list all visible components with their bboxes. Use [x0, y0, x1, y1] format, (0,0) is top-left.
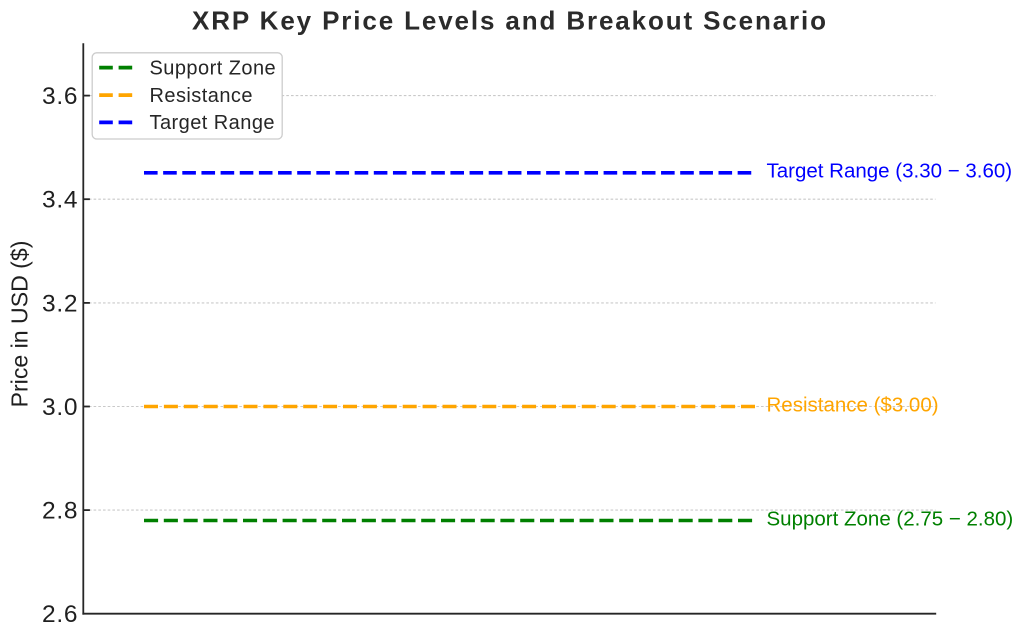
svg-text:Support Zone: Support Zone	[150, 57, 277, 79]
svg-text:Resistance: Resistance	[150, 85, 253, 107]
svg-text:XRP Key Price Levels and Break: XRP Key Price Levels and Breakout Scenar…	[192, 6, 826, 36]
svg-text:Target Range (3.30 − 3.60): Target Range (3.30 − 3.60)	[767, 160, 1013, 183]
svg-text:Resistance ($3.00): Resistance ($3.00)	[767, 393, 939, 416]
svg-text:2.6: 2.6	[42, 601, 78, 628]
svg-text:2.8: 2.8	[42, 498, 78, 525]
svg-text:3.6: 3.6	[42, 83, 78, 110]
svg-text:3.2: 3.2	[42, 290, 78, 317]
svg-text:Target Range: Target Range	[150, 112, 275, 134]
svg-text:Support Zone (2.75 − 2.80): Support Zone (2.75 − 2.80)	[767, 508, 1014, 531]
svg-text:3.0: 3.0	[42, 394, 78, 421]
svg-text:3.4: 3.4	[42, 187, 78, 214]
svg-text:Price in USD ($): Price in USD ($)	[6, 241, 32, 408]
